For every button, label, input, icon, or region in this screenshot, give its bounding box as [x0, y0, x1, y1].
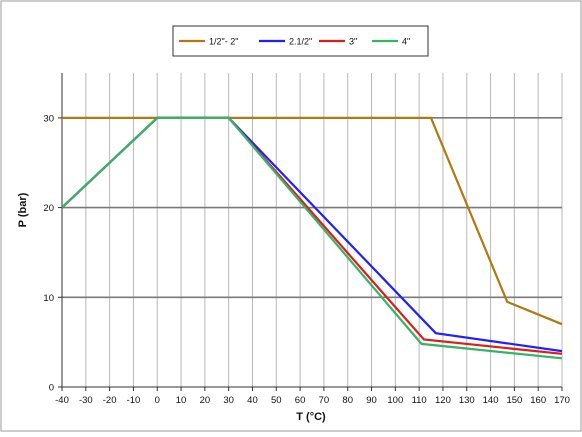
x-tick-label: -20 — [103, 395, 117, 406]
legend-label: 3" — [349, 37, 357, 47]
x-tick-label: 100 — [387, 395, 403, 406]
x-tick-label: 0 — [155, 395, 160, 406]
x-tick-label: 10 — [176, 395, 187, 406]
x-tick-label: 170 — [554, 395, 570, 406]
y-tick-label: 0 — [49, 383, 54, 394]
series-lines — [61, 116, 563, 360]
legend-label: 4" — [402, 37, 410, 47]
x-tick-label: 140 — [483, 395, 499, 406]
x-tick-label: 80 — [342, 395, 353, 406]
x-tick-label: 20 — [200, 395, 211, 406]
legend: 1/2"- 2" 2.1/2" 3" 4" — [172, 25, 429, 57]
x-tick-label: 60 — [295, 395, 306, 406]
y-tick-label: 20 — [43, 203, 54, 214]
x-tick-label: -30 — [79, 395, 93, 406]
y-axis-label: P (bar) — [17, 192, 29, 227]
x-tick-label: 50 — [271, 395, 282, 406]
y-tick-label: 30 — [43, 113, 54, 124]
x-tick-label: 120 — [435, 395, 451, 406]
x-tick-label: 130 — [459, 395, 475, 406]
series-line-1 — [62, 116, 563, 326]
x-tick-label: 160 — [530, 395, 546, 406]
x-tick-label: 70 — [319, 395, 330, 406]
x-tick-label: -40 — [55, 395, 69, 406]
axes — [58, 73, 563, 391]
y-tick-label: 10 — [43, 293, 54, 304]
x-tick-label: 110 — [412, 395, 427, 406]
x-tick-label: 90 — [366, 395, 377, 406]
x-axis-label: T (°C) — [296, 411, 326, 423]
legend-label: 1/2"- 2" — [209, 37, 238, 47]
x-tick-label: -10 — [127, 395, 141, 406]
x-tick-label: 30 — [223, 395, 234, 406]
tick-labels: -40 -30 -20 -10 0 10 20 30 40 50 60 70 80 90 100 110 120… — [43, 113, 570, 406]
x-tick-label: 40 — [247, 395, 258, 406]
x-tick-label: 150 — [506, 395, 522, 406]
legend-label: 2.1/2" — [289, 37, 312, 47]
series-line-4 — [61, 116, 563, 360]
